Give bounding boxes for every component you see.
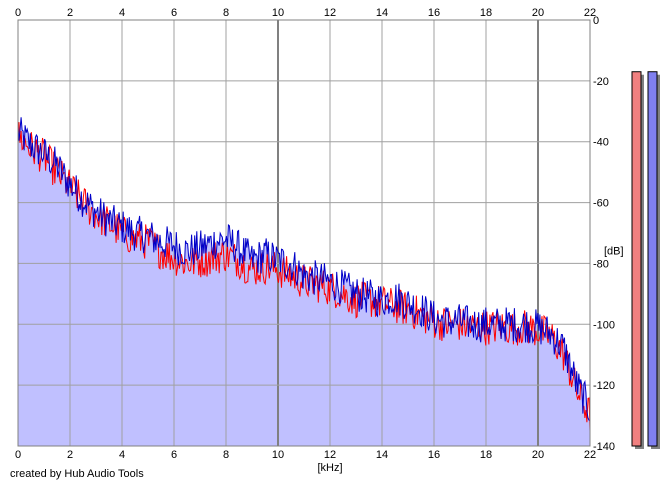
y-tick-label: -120 (593, 380, 615, 392)
x-tick-label-top: 18 (480, 7, 492, 19)
x-tick-label-top: 4 (119, 7, 125, 19)
x-tick-label-bottom: 16 (428, 449, 440, 461)
y-axis-label: [dB] (604, 245, 624, 257)
x-tick-label-top: 6 (171, 7, 177, 19)
x-tick-label-top: 8 (223, 7, 229, 19)
y-tick-label: -60 (593, 198, 609, 210)
spectrum-fill-area (18, 117, 590, 447)
right-channel-line (17, 117, 591, 422)
x-tick-label-bottom: 20 (532, 449, 544, 461)
x-tick-label-bottom: 2 (67, 449, 73, 461)
x-tick-label-top: 22 (584, 7, 596, 19)
x-tick-label-top: 10 (272, 7, 284, 19)
x-tick-label-bottom: 14 (376, 449, 388, 461)
x-tick-label-top: 2 (67, 7, 73, 19)
y-tick-label: -40 (593, 137, 609, 149)
x-tick-label-bottom: 12 (324, 449, 336, 461)
x-tick-label-bottom: 22 (584, 449, 596, 461)
y-tick-label: -100 (593, 319, 615, 331)
x-tick-label-top: 12 (324, 7, 336, 19)
x-tick-label-bottom: 10 (272, 449, 284, 461)
x-tick-label-top: 20 (532, 7, 544, 19)
x-tick-label-bottom: 18 (480, 449, 492, 461)
y-tick-label: -140 (593, 441, 615, 453)
y-tick-label: -20 (593, 76, 609, 88)
x-axis-label: [kHz] (317, 462, 342, 474)
x-tick-label-bottom: 6 (171, 449, 177, 461)
x-tick-label-bottom: 4 (119, 449, 125, 461)
y-tick-label: -80 (593, 258, 609, 270)
y-tick-label: 0 (593, 15, 599, 27)
x-tick-label-top: 0 (15, 7, 21, 19)
plot-frame (17, 19, 591, 447)
x-tick-label-bottom: 8 (223, 449, 229, 461)
left-level-meter (631, 71, 642, 447)
x-tick-label-bottom: 0 (15, 449, 21, 461)
x-tick-label-top: 14 (376, 7, 388, 19)
right-level-meter (647, 71, 658, 447)
credit-text: created by Hub Audio Tools (10, 468, 144, 480)
x-tick-label-top: 16 (428, 7, 440, 19)
